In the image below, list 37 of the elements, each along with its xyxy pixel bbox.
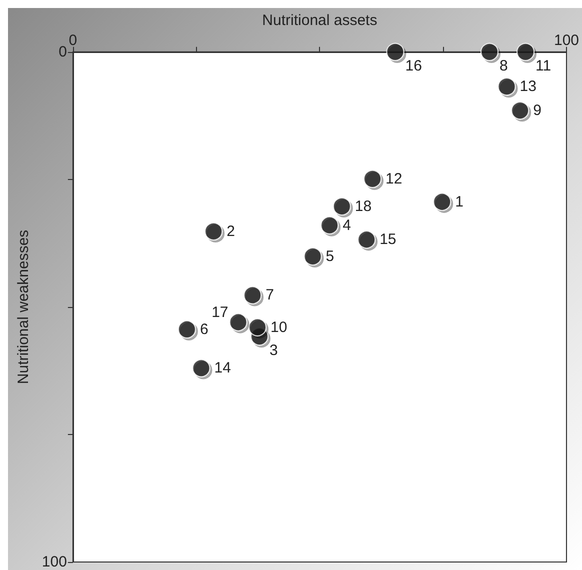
annotation: 8	[499, 57, 508, 74]
annotation: 18	[354, 198, 372, 215]
point	[433, 192, 452, 211]
annotation: 14	[214, 360, 231, 377]
point	[304, 247, 322, 266]
y-axis-title: Nutritional weaknesses	[15, 230, 32, 384]
annotation: 16	[405, 57, 422, 74]
annotation: 6	[200, 320, 208, 338]
point	[516, 42, 535, 61]
point	[364, 170, 382, 188]
point	[480, 42, 498, 61]
annotation: 13	[520, 78, 536, 96]
annotation: 12	[386, 170, 402, 188]
point	[244, 286, 262, 304]
annotation: 9	[533, 102, 542, 120]
annotation: 15	[380, 231, 396, 248]
annotation: 10	[270, 318, 288, 336]
annotation: 7	[266, 286, 274, 304]
point	[332, 197, 351, 216]
point	[192, 359, 210, 378]
point	[511, 102, 530, 120]
annotation: 11	[536, 57, 552, 74]
point	[204, 222, 223, 240]
annotation: 1	[455, 193, 464, 210]
x-axis-title: Nutritional assets	[262, 12, 378, 29]
annotation: 4	[342, 216, 351, 234]
point	[386, 42, 404, 61]
point	[229, 313, 248, 332]
point	[498, 78, 516, 96]
annotation: 17	[212, 304, 228, 321]
point	[248, 318, 267, 336]
annotation: 3	[269, 342, 278, 360]
point	[320, 216, 339, 234]
point	[358, 230, 376, 249]
annotation: 5	[326, 248, 334, 265]
point	[178, 320, 196, 338]
annotation: 2	[226, 222, 235, 240]
